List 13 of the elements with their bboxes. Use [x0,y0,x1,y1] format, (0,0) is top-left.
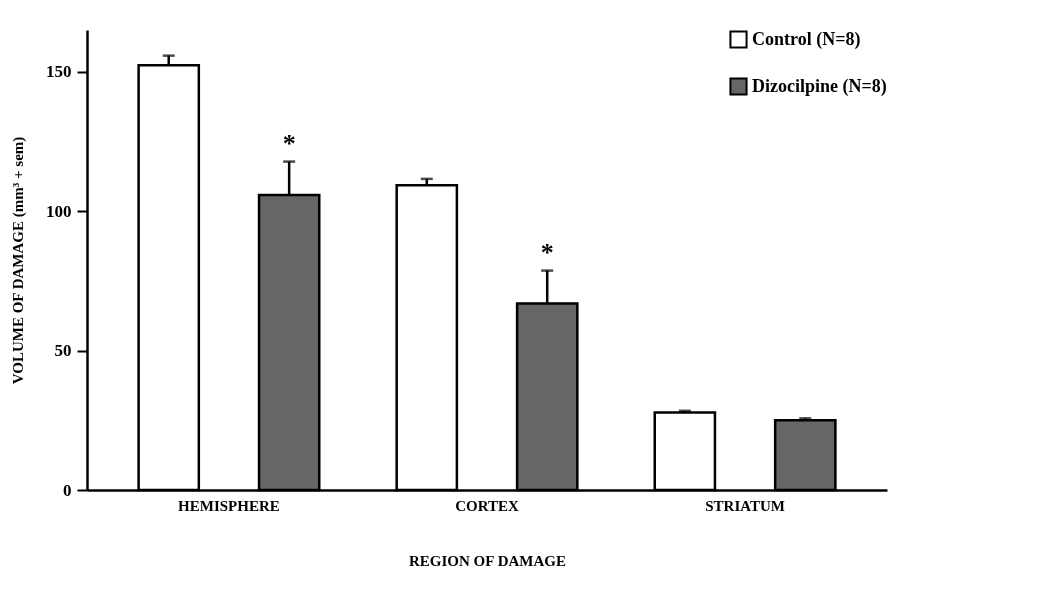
y-axis-title: VOLUME OF DAMAGE (mm³ + sem) [10,136,27,385]
legend-label: Control (N=8) [752,28,861,50]
annotation: * [540,237,554,267]
x-tick-label: CORTEX [455,497,519,514]
y-tick-label: 100 [46,201,72,221]
y-tick-label: 0 [63,480,72,500]
x-axis-title: REGION OF DAMAGE [409,552,566,569]
x-tick-label: STRIATUM [705,497,785,514]
y-tick-label: 50 [54,341,72,361]
annotation: * [282,128,296,158]
legend-label: Dizocilpine (N=8) [752,75,887,97]
x-tick-label: HEMISPHERE [178,497,280,514]
y-tick-label: 150 [46,62,72,82]
